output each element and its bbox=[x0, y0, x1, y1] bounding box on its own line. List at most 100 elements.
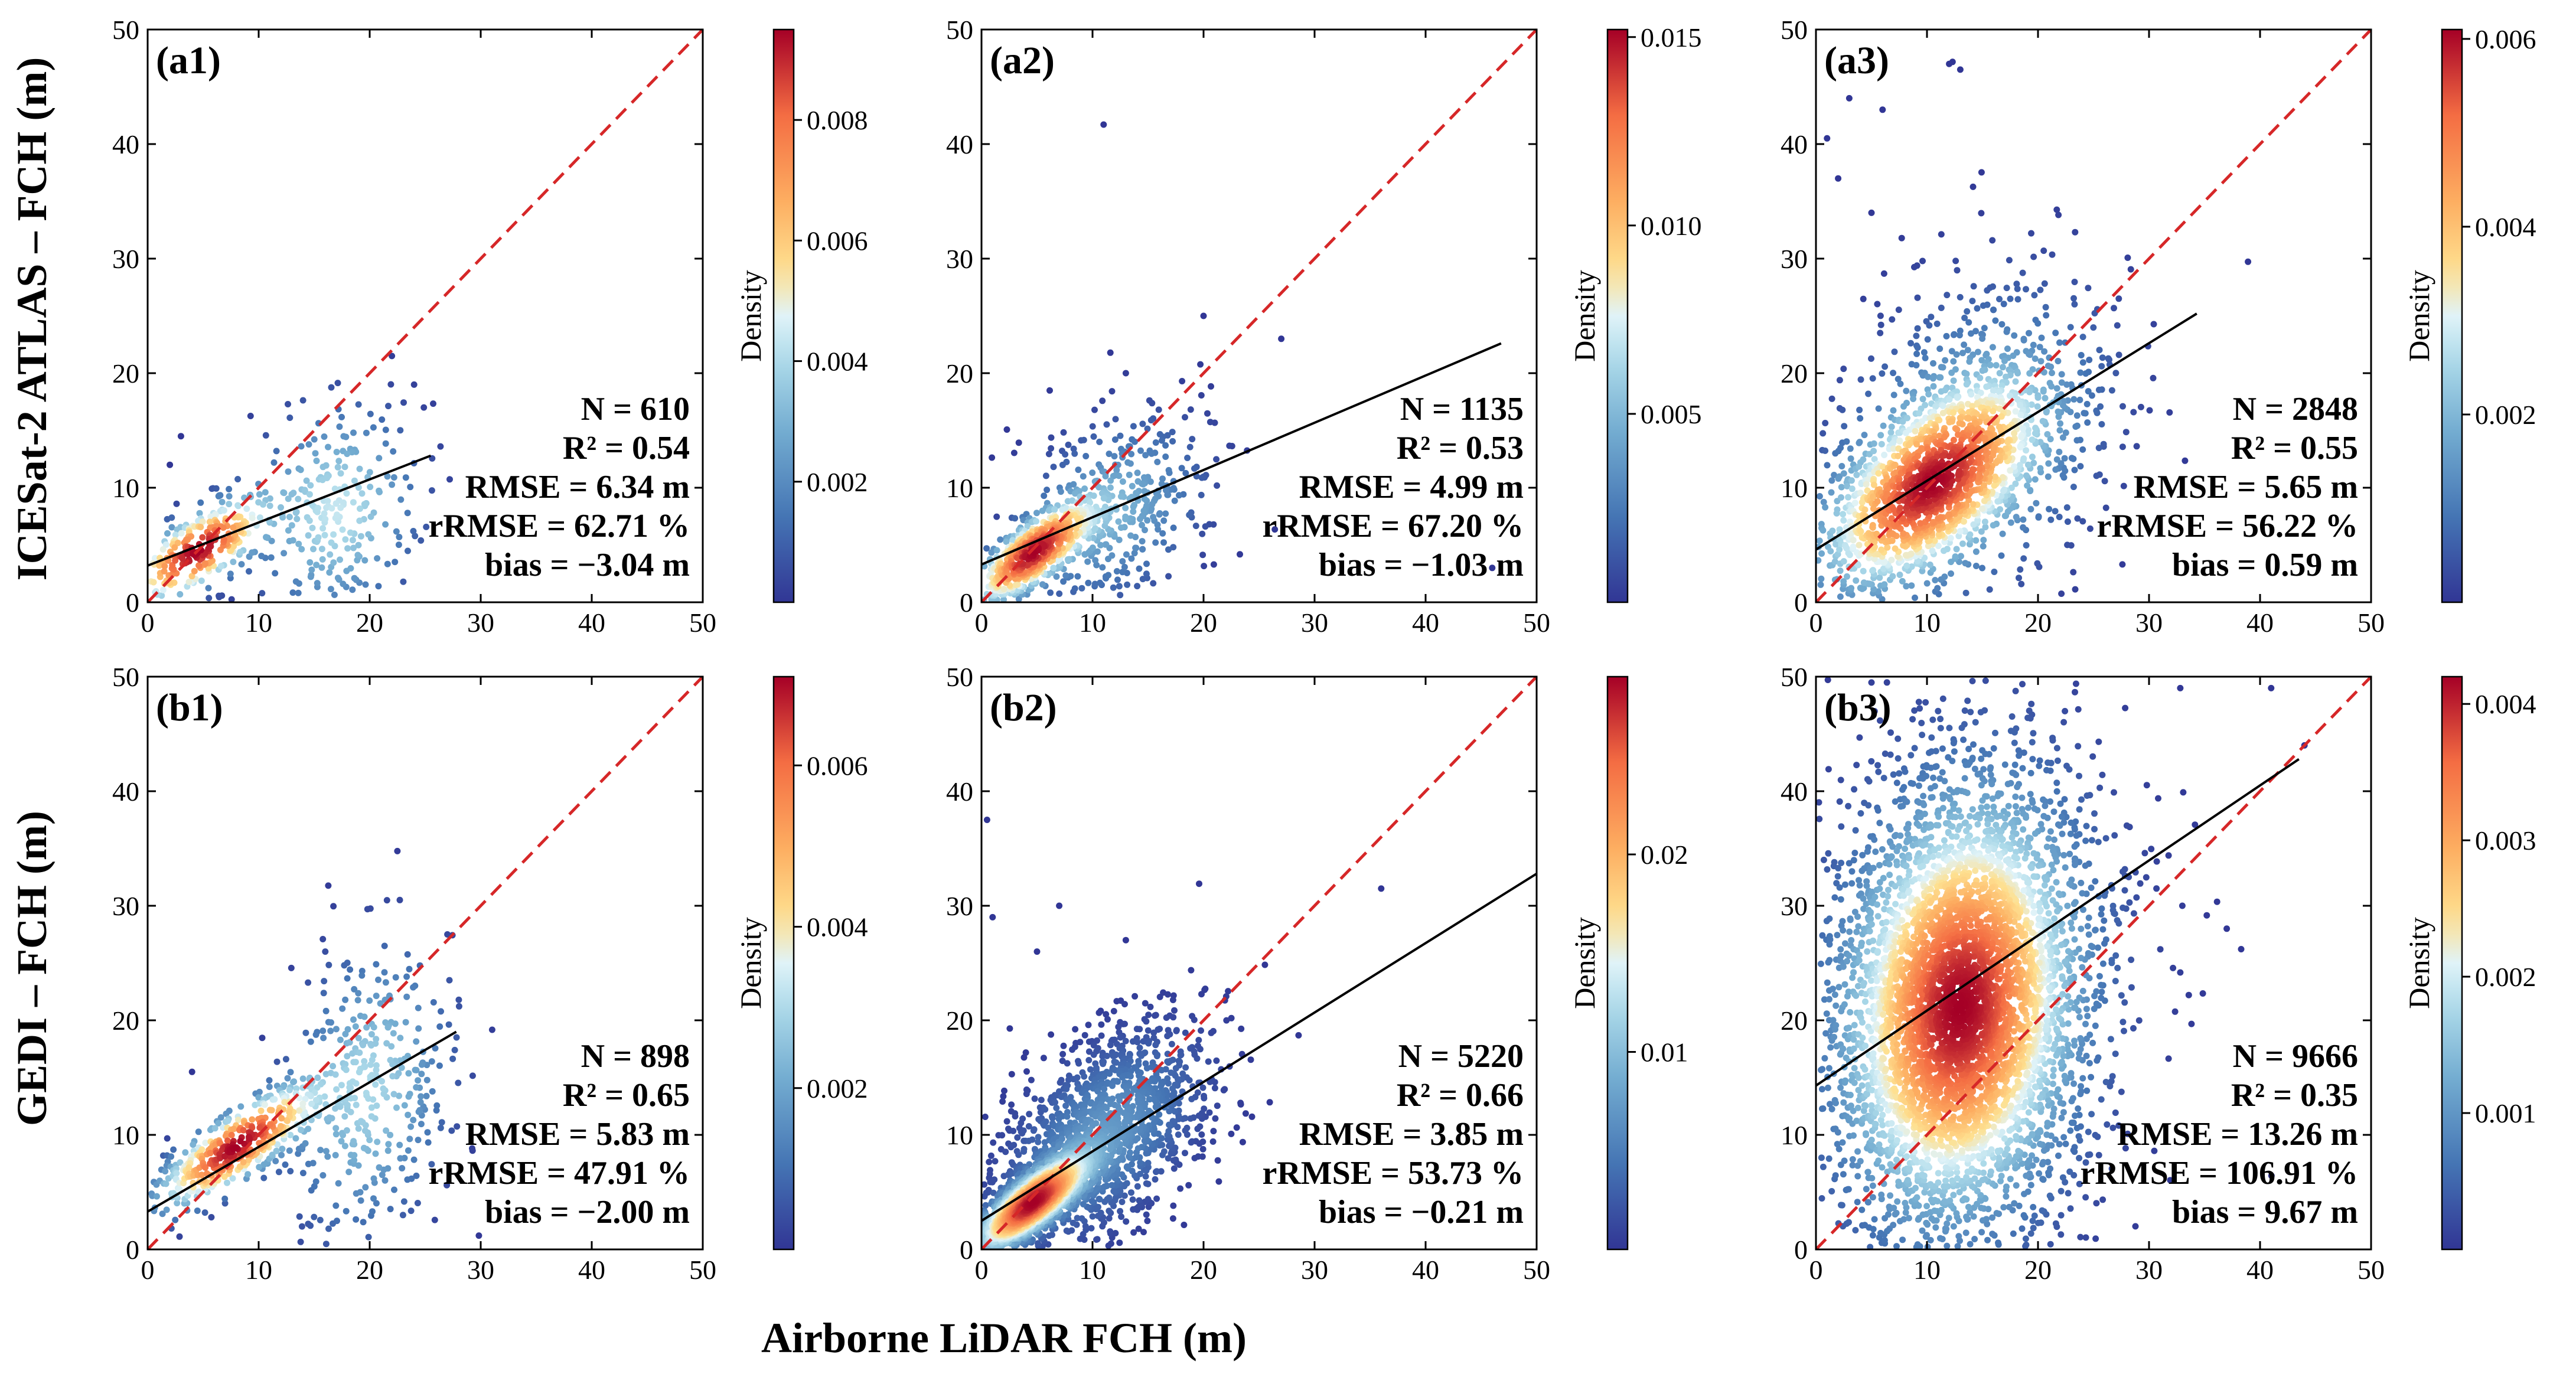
scatter-point bbox=[1029, 1136, 1036, 1143]
scatter-point bbox=[313, 1096, 319, 1104]
scatter-point bbox=[1864, 487, 1871, 494]
scatter-point bbox=[1877, 329, 1884, 337]
scatter-point bbox=[297, 466, 304, 474]
scatter-point bbox=[354, 997, 361, 1004]
scatter-point bbox=[262, 432, 269, 439]
scatter-point bbox=[322, 948, 329, 955]
scatter-point bbox=[1142, 1173, 1149, 1180]
stat-line: RMSE = 5.83 m bbox=[465, 1116, 690, 1153]
scatter-point bbox=[1141, 495, 1148, 502]
y-tick-label: 50 bbox=[112, 662, 139, 692]
stat-line: N = 2848 bbox=[2233, 391, 2358, 427]
scatter-point bbox=[2016, 575, 2022, 582]
scatter-point bbox=[1875, 470, 1882, 477]
scatter-point bbox=[1198, 491, 1205, 498]
scatter-point bbox=[293, 508, 300, 515]
scatter-point bbox=[387, 1206, 394, 1213]
scatter-point bbox=[1150, 1029, 1157, 1036]
scatter-point bbox=[418, 1121, 425, 1128]
scatter-point bbox=[1894, 376, 1902, 383]
scatter-point bbox=[159, 1210, 166, 1218]
scatter-point bbox=[1189, 436, 1196, 443]
scatter-point bbox=[991, 1176, 998, 1183]
scatter-point bbox=[388, 1043, 395, 1050]
scatter-point bbox=[1104, 1052, 1110, 1059]
scatter-point bbox=[1919, 372, 1926, 379]
scatter-point bbox=[1896, 572, 1903, 578]
scatter-point bbox=[423, 1076, 431, 1083]
scatter-point bbox=[1941, 538, 1948, 546]
scatter-point bbox=[234, 1117, 242, 1124]
scatter-point bbox=[313, 458, 320, 464]
scatter-point bbox=[1112, 416, 1119, 423]
scatter-point bbox=[1099, 397, 1106, 404]
scatter-point bbox=[1948, 369, 1955, 376]
x-tick-label: 10 bbox=[1913, 608, 1941, 638]
scatter-point bbox=[1838, 484, 1845, 491]
scatter-point bbox=[2100, 440, 2107, 448]
scatter-point bbox=[299, 1170, 306, 1177]
scatter-point bbox=[237, 549, 244, 556]
scatter-point bbox=[2018, 433, 2025, 440]
scatter-point bbox=[1081, 551, 1088, 558]
colorbar-label: Density bbox=[734, 917, 767, 1009]
stat-line: R² = 0.54 bbox=[563, 430, 690, 466]
scatter-point bbox=[2042, 303, 2049, 311]
scatter-point bbox=[1186, 511, 1193, 518]
scatter-point bbox=[1008, 1101, 1015, 1108]
scatter-point bbox=[257, 1107, 265, 1114]
scatter-point bbox=[1080, 436, 1087, 443]
scatter-point bbox=[2067, 324, 2074, 331]
scatter-point bbox=[2031, 292, 2038, 299]
scatter-point bbox=[1008, 1071, 1015, 1078]
scatter-point bbox=[390, 1030, 397, 1037]
scatter-point bbox=[1110, 584, 1117, 591]
scatter-point bbox=[1868, 355, 1874, 362]
scatter-point bbox=[1974, 517, 1981, 524]
scatter-point bbox=[321, 1093, 328, 1100]
scatter-point bbox=[1097, 1209, 1104, 1216]
scatter-point bbox=[372, 1081, 379, 1088]
scatter-point bbox=[1100, 495, 1107, 502]
scatter-point bbox=[1145, 1040, 1152, 1047]
scatter-point bbox=[218, 563, 224, 570]
scatter-point bbox=[1898, 234, 1905, 241]
scatter-point bbox=[244, 530, 252, 537]
scatter-point bbox=[1228, 1014, 1235, 1021]
scatter-point bbox=[350, 499, 357, 506]
scatter-point bbox=[1968, 391, 1975, 398]
scatter-point bbox=[1214, 1102, 1221, 1109]
scatter-point bbox=[2028, 401, 2035, 408]
scatter-point bbox=[1169, 429, 1176, 436]
scatter-point bbox=[2053, 456, 2060, 463]
scatter-point bbox=[2056, 427, 2063, 434]
scatter-point bbox=[1111, 453, 1118, 460]
scatter-point bbox=[1818, 575, 1825, 582]
scatter-point bbox=[1169, 438, 1176, 445]
x-tick-label: 0 bbox=[141, 1255, 155, 1285]
scatter-point bbox=[1861, 506, 1869, 513]
scatter-point bbox=[202, 1164, 209, 1171]
scatter-point bbox=[317, 1216, 324, 1223]
scatter-point bbox=[355, 990, 362, 997]
scatter-point bbox=[1991, 474, 1998, 480]
scatter-point bbox=[1041, 492, 1048, 500]
scatter-point bbox=[358, 972, 366, 979]
x-tick-label: 0 bbox=[1809, 608, 1823, 638]
scatter-point bbox=[308, 1100, 315, 1107]
scatter-point bbox=[418, 537, 425, 544]
scatter-point bbox=[2101, 478, 2108, 485]
scatter-point bbox=[2119, 443, 2126, 451]
scatter-point bbox=[1130, 423, 1137, 430]
scatter-point bbox=[182, 1149, 189, 1156]
scatter-point bbox=[402, 474, 409, 481]
scatter-point bbox=[1880, 464, 1886, 470]
scatter-point bbox=[374, 1138, 381, 1145]
scatter-point bbox=[1065, 441, 1072, 448]
scatter-point bbox=[1107, 1228, 1114, 1235]
scatter-point bbox=[235, 502, 242, 510]
scatter-point bbox=[162, 1180, 169, 1187]
scatter-point bbox=[1993, 362, 2000, 369]
scatter-point bbox=[1128, 555, 1135, 562]
scatter-point bbox=[355, 401, 362, 408]
